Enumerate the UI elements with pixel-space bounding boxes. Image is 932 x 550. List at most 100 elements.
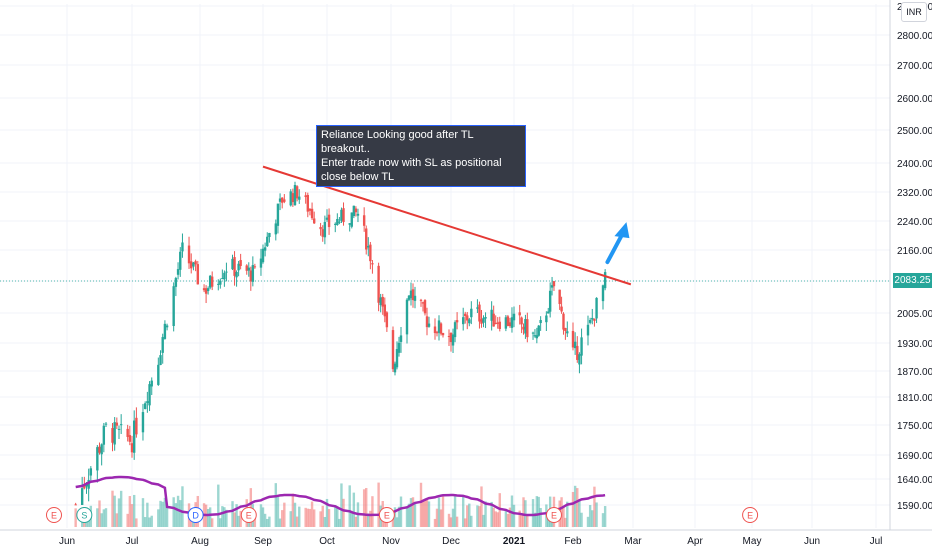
volume-bar-35	[181, 486, 184, 527]
candle-body-179	[593, 318, 596, 321]
x-tick-10: Apr	[687, 536, 703, 547]
candle-body-73	[293, 185, 297, 206]
volume-bar-64	[266, 518, 269, 527]
candle-body-63	[263, 247, 267, 251]
candle-body-155	[526, 319, 529, 338]
candle-131	[461, 307, 465, 331]
event-marker-label-4: E	[384, 511, 390, 521]
volume-bar-170	[566, 501, 569, 527]
candle-110	[399, 327, 403, 353]
candle-4	[87, 468, 90, 502]
candle-body-81	[319, 226, 322, 230]
volume-bar-74	[295, 516, 299, 527]
candle-182	[603, 269, 607, 291]
candle-105	[385, 311, 389, 332]
candle-181	[601, 284, 605, 310]
candle-17	[128, 425, 132, 446]
volume-bar-116	[419, 482, 423, 527]
candle-24	[148, 381, 151, 412]
volume-bar-97	[365, 487, 368, 527]
volume-bar-152	[520, 513, 523, 527]
candle-body-12	[113, 422, 116, 445]
trade-annotation[interactable]: Reliance Looking good after TL breakout.…	[316, 125, 526, 187]
candle-152	[520, 316, 523, 334]
candle-2	[83, 476, 86, 490]
y-tick-5: 2400.00	[897, 159, 932, 170]
volume-bar-90	[342, 498, 345, 527]
candle-34	[179, 247, 182, 277]
candle-136	[476, 299, 479, 313]
candle-body-46	[217, 283, 220, 285]
candle-body-172	[573, 341, 577, 349]
candle-body-173	[576, 345, 579, 360]
volume-bar-101	[377, 482, 380, 527]
volume-bar-50	[225, 509, 228, 527]
candle-158	[535, 327, 539, 344]
volume-bar-30	[165, 505, 169, 527]
volume-bar-44	[208, 507, 212, 527]
candle-19	[132, 410, 136, 460]
volume-bar-72	[291, 493, 295, 527]
volume-bar-80	[313, 509, 316, 527]
candle-body-102	[379, 297, 382, 306]
candle-91	[348, 223, 351, 232]
x-tick-5: Nov	[382, 536, 400, 547]
volume-bar-138	[480, 486, 483, 527]
candle-93	[352, 205, 356, 219]
candle-180	[595, 297, 598, 324]
volume-bar-148	[508, 507, 512, 527]
candle-body-51	[231, 258, 234, 270]
candle-124	[439, 322, 443, 336]
candle-120	[427, 316, 431, 328]
candle-45	[210, 271, 214, 291]
volume-bar-20	[135, 518, 138, 527]
candle-59	[251, 256, 255, 287]
candle-62	[261, 244, 265, 264]
volume-ma-line	[75, 475, 606, 517]
candle-107	[393, 361, 397, 376]
candle-body-54	[237, 263, 240, 271]
event-marker-circle-4	[378, 507, 395, 523]
candle-body-9	[102, 425, 106, 445]
candle-body-28	[161, 337, 164, 353]
candle-56	[245, 264, 248, 275]
volume-bar-130	[455, 516, 459, 527]
candle-88	[338, 217, 341, 225]
candle-body-97	[365, 228, 368, 250]
candle-body-124	[439, 323, 443, 334]
candle-129	[453, 320, 457, 343]
candle-body-180	[595, 297, 598, 319]
volume-bar-169	[564, 517, 567, 527]
candle-100	[371, 260, 374, 274]
candle-body-177	[588, 319, 592, 323]
y-tick-8: 2160.00	[897, 246, 932, 257]
candle-109	[397, 336, 401, 357]
candle-96	[362, 207, 366, 232]
currency-badge[interactable]: INR	[901, 2, 927, 22]
candle-35	[181, 233, 184, 258]
event-marker-circle-3	[240, 507, 257, 523]
candle-98	[367, 237, 370, 257]
candle-18	[130, 435, 134, 458]
candle-174	[578, 352, 581, 374]
candle-48	[221, 269, 224, 280]
candle-body-69	[281, 197, 284, 203]
volume-bar-52	[233, 512, 236, 527]
candle-body-93	[352, 205, 356, 217]
candle-body-174	[578, 354, 581, 365]
candle-body-17	[128, 435, 132, 442]
candle-body-88	[338, 221, 341, 223]
candle-body-64	[266, 236, 269, 247]
volume-bar-109	[397, 506, 401, 527]
candle-body-126	[447, 335, 451, 337]
candle-body-10	[104, 423, 108, 425]
candle-body-48	[221, 278, 224, 280]
candle-103	[381, 293, 384, 315]
candle-67	[276, 203, 280, 234]
candle-body-89	[340, 209, 343, 221]
candle-162	[547, 307, 550, 314]
candle-172	[573, 332, 577, 355]
x-tick-3: Sep	[254, 536, 272, 547]
candle-body-57	[247, 267, 250, 271]
